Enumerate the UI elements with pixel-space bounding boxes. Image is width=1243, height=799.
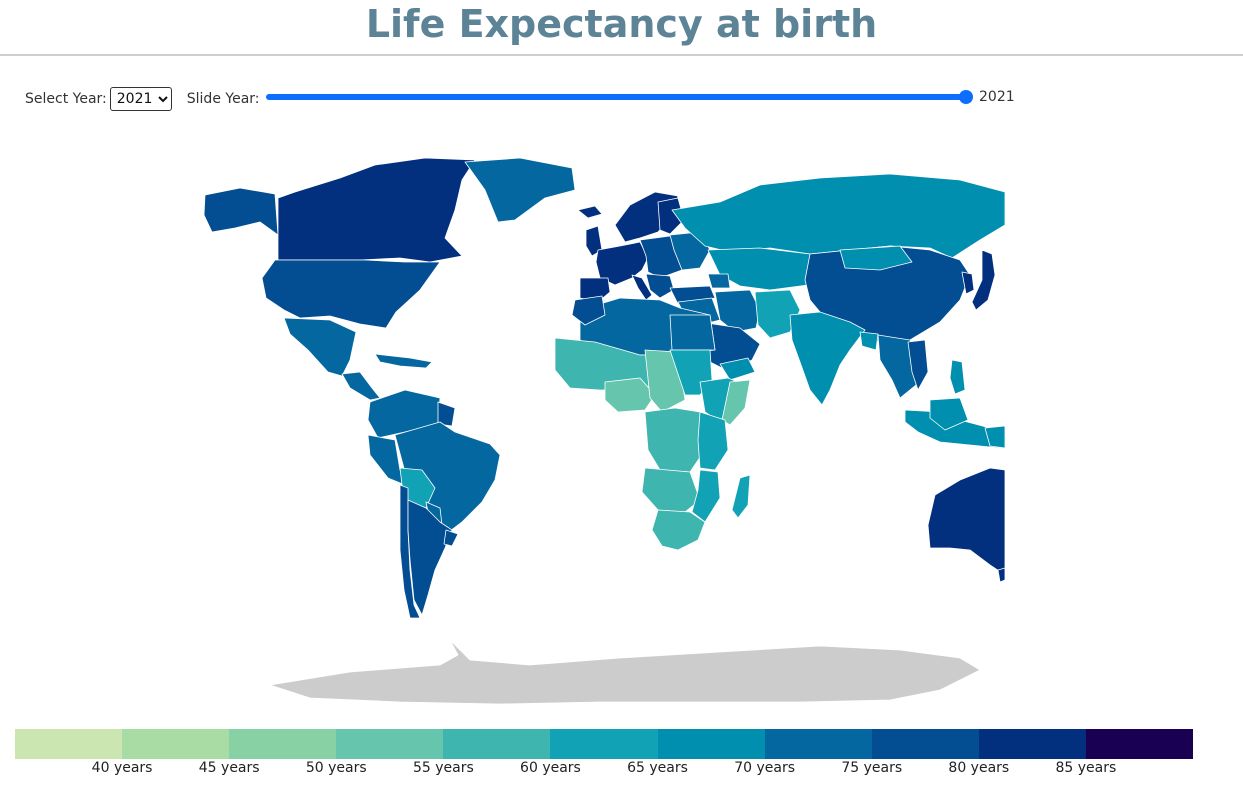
region-central-africa[interactable] <box>644 407 706 473</box>
slide-year-label: Slide Year: <box>186 91 260 107</box>
year-slider-thumb[interactable] <box>959 90 973 104</box>
legend-label: 65 years <box>627 760 688 776</box>
legend-swatch <box>657 729 765 759</box>
region-uruguay[interactable] <box>443 529 459 547</box>
region-southern-africa[interactable] <box>651 509 706 551</box>
legend-swatch <box>443 729 551 759</box>
region-somalia[interactable] <box>721 379 751 426</box>
region-western-europe[interactable] <box>595 241 649 286</box>
legend-label: 80 years <box>948 760 1010 776</box>
legend-swatch <box>978 729 1086 759</box>
page-title: Life Expectancy at birth <box>365 2 878 46</box>
region-balkans[interactable] <box>645 273 675 299</box>
region-philippines[interactable] <box>949 359 966 395</box>
region-greenland[interactable] <box>464 157 576 223</box>
year-slider[interactable] <box>266 90 974 104</box>
region-iberia[interactable] <box>579 277 611 303</box>
region-caucasus[interactable] <box>707 273 731 289</box>
region-uk[interactable] <box>585 225 603 257</box>
region-nigeria[interactable] <box>604 377 656 413</box>
legend-swatch <box>764 729 872 759</box>
legend-label: 45 years <box>198 760 260 776</box>
region-central-america[interactable] <box>341 371 381 401</box>
title-divider <box>0 54 1243 56</box>
region-australia[interactable] <box>927 467 1006 576</box>
region-korea[interactable] <box>961 271 975 295</box>
region-canada[interactable] <box>277 157 476 263</box>
legend-label: 55 years <box>412 760 474 776</box>
world-map[interactable] <box>200 150 1010 710</box>
legend-swatch <box>871 729 979 759</box>
region-mongolia[interactable] <box>839 245 913 271</box>
region-usa[interactable] <box>261 259 441 329</box>
legend-swatch <box>336 729 444 759</box>
region-yemen[interactable] <box>719 357 756 381</box>
region-mexico[interactable] <box>283 317 357 377</box>
year-slider-track[interactable] <box>266 94 966 100</box>
legend-label: 85 years <box>1055 760 1117 776</box>
slider-value: 2021 <box>979 89 1015 105</box>
legend-swatch <box>550 729 658 759</box>
region-egypt[interactable] <box>669 314 716 351</box>
region-argentina[interactable] <box>407 499 453 616</box>
region-vietnam[interactable] <box>907 339 929 391</box>
region-russia[interactable] <box>671 173 1006 259</box>
region-iran[interactable] <box>714 289 761 333</box>
legend-label: 70 years <box>734 760 796 776</box>
year-controls: Select Year: 2021 Slide Year: <box>25 86 260 112</box>
select-year-label: Select Year: <box>25 91 107 107</box>
region-afghanistan-pakistan[interactable] <box>754 289 801 339</box>
region-angola[interactable] <box>641 467 701 513</box>
legend-label: 75 years <box>841 760 903 776</box>
legend-swatch <box>122 729 230 759</box>
region-borneo[interactable] <box>929 397 969 431</box>
region-india[interactable] <box>789 311 866 406</box>
region-iceland[interactable] <box>577 205 603 219</box>
region-japan[interactable] <box>971 249 996 311</box>
region-morocco[interactable] <box>571 295 606 326</box>
region-new-zealand[interactable] <box>997 567 1006 583</box>
region-alaska[interactable] <box>203 187 279 236</box>
region-antarctica[interactable] <box>269 639 981 705</box>
region-madagascar[interactable] <box>731 474 751 519</box>
region-png[interactable] <box>984 425 1006 449</box>
legend-label: 60 years <box>520 760 581 776</box>
region-finland[interactable] <box>657 197 685 235</box>
region-mozambique[interactable] <box>691 469 721 523</box>
region-italy[interactable] <box>631 274 653 301</box>
region-guianas[interactable] <box>437 401 456 427</box>
legend-swatch <box>15 729 123 759</box>
legend-label: 50 years <box>305 760 367 776</box>
legend-swatch <box>229 729 337 759</box>
region-caribbean[interactable] <box>374 353 433 369</box>
legend-label: 40 years <box>91 760 153 776</box>
region-east-africa[interactable] <box>697 411 729 471</box>
region-bangladesh[interactable] <box>859 331 879 351</box>
region-china[interactable] <box>804 245 971 343</box>
legend-labels: 40 years 45 years 50 years 55 years 60 years… <box>15 760 1193 780</box>
legend-swatch <box>1085 729 1194 759</box>
color-legend <box>15 729 1194 759</box>
year-select[interactable]: 2021 <box>109 87 172 111</box>
